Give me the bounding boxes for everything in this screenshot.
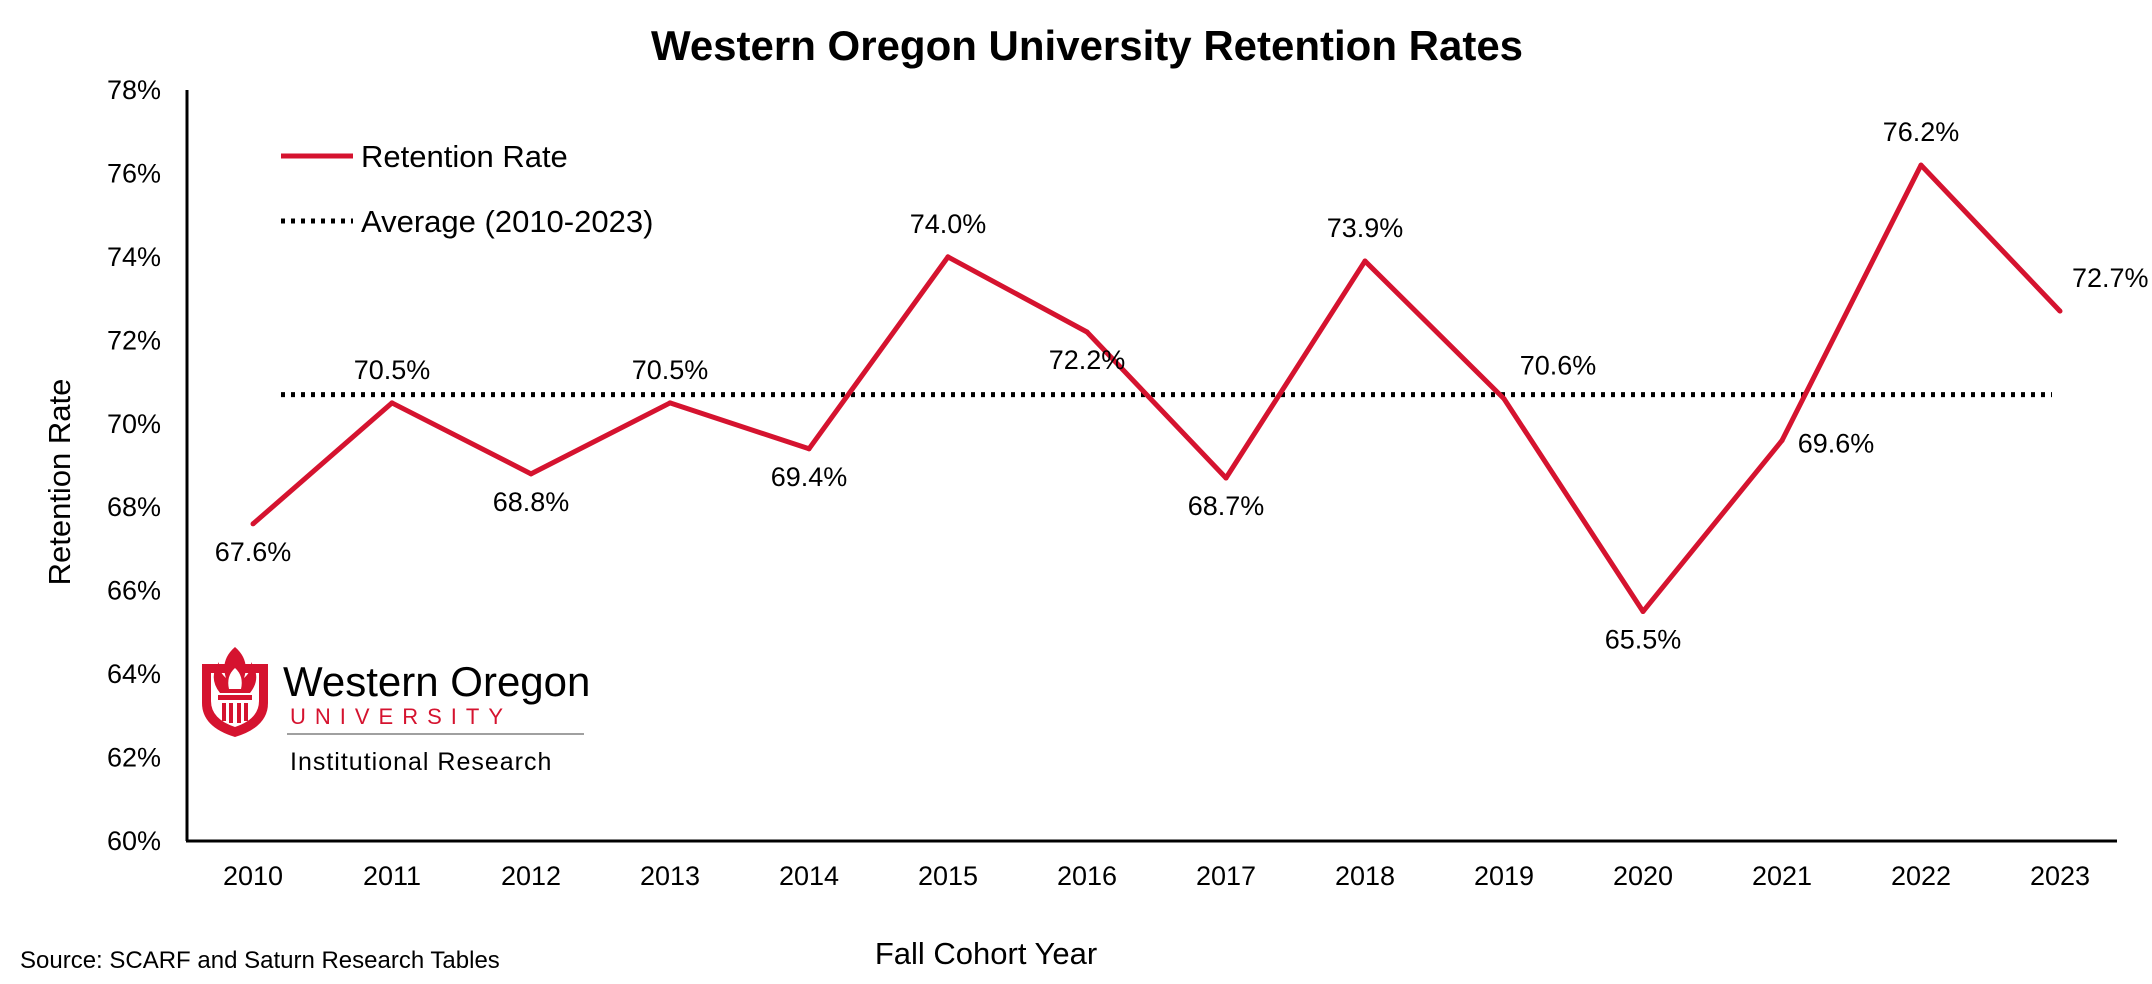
y-tick-label: 78% bbox=[107, 75, 161, 105]
y-tick-label: 62% bbox=[107, 743, 161, 773]
data-label: 74.0% bbox=[910, 209, 987, 239]
x-tick-label: 2017 bbox=[1196, 861, 1256, 891]
x-tick-label: 2022 bbox=[1891, 861, 1951, 891]
torch-shield-icon bbox=[202, 647, 268, 737]
y-tick-label: 72% bbox=[107, 325, 161, 355]
data-labels: 67.6% 70.5% 68.8% 70.5% 69.4% 74.0% 72.2% 68.7%… bbox=[215, 117, 2149, 654]
y-tick-label: 60% bbox=[107, 826, 161, 856]
data-label: 68.8% bbox=[493, 487, 570, 517]
data-label: 73.9% bbox=[1327, 213, 1404, 243]
data-label: 68.7% bbox=[1188, 491, 1265, 521]
x-tick-label: 2021 bbox=[1752, 861, 1812, 891]
x-tick-label: 2023 bbox=[2030, 861, 2090, 891]
retention-rate-point bbox=[1223, 475, 1229, 481]
retention-rate-point bbox=[945, 254, 951, 260]
x-tick-label: 2013 bbox=[640, 861, 700, 891]
y-tick-label: 74% bbox=[107, 242, 161, 272]
data-label: 67.6% bbox=[215, 537, 292, 567]
chart-title: Western Oregon University Retention Rate… bbox=[651, 22, 1523, 69]
data-label: 70.5% bbox=[354, 355, 431, 385]
x-tick-label: 2020 bbox=[1613, 861, 1673, 891]
axes bbox=[185, 90, 2117, 843]
legend-label-retention: Retention Rate bbox=[361, 139, 568, 174]
x-tick-label: 2010 bbox=[223, 861, 283, 891]
data-label: 69.4% bbox=[771, 462, 848, 492]
data-label: 70.5% bbox=[632, 355, 709, 385]
data-label: 76.2% bbox=[1883, 117, 1960, 147]
x-axis-title: Fall Cohort Year bbox=[875, 936, 1097, 971]
x-tick-label: 2018 bbox=[1335, 861, 1395, 891]
data-label: 65.5% bbox=[1605, 625, 1682, 655]
retention-rate-point bbox=[1640, 609, 1646, 615]
data-label: 70.6% bbox=[1520, 351, 1597, 381]
x-tick-label: 2011 bbox=[363, 861, 421, 891]
y-axis-title: Retention Rate bbox=[42, 379, 77, 586]
y-tick-label: 64% bbox=[107, 659, 161, 689]
retention-rate-point bbox=[806, 446, 812, 452]
x-tick-label: 2016 bbox=[1057, 861, 1117, 891]
data-label: 72.2% bbox=[1049, 345, 1126, 375]
data-label: 72.7% bbox=[2072, 263, 2149, 293]
source-note: Source: SCARF and Saturn Research Tables bbox=[20, 947, 500, 974]
legend: Retention Rate Average (2010-2023) bbox=[281, 139, 653, 239]
retention-rate-point bbox=[528, 471, 534, 477]
x-tick-label: 2015 bbox=[918, 861, 978, 891]
retention-rate-point bbox=[667, 400, 673, 406]
y-tick-label: 68% bbox=[107, 492, 161, 522]
y-tick-label: 76% bbox=[107, 158, 161, 188]
university-logo: Western Oregon UNIVERSITY Institutional … bbox=[202, 647, 590, 776]
y-tick-label: 70% bbox=[107, 409, 161, 439]
retention-rate-line bbox=[251, 162, 2062, 615]
y-axis-ticks: 60% 62% 64% 66% 68% 70% 72% 74% 76% 78% bbox=[107, 75, 161, 856]
retention-rate-point bbox=[2057, 308, 2063, 314]
retention-series bbox=[250, 162, 2063, 615]
retention-rate-point bbox=[1084, 329, 1090, 335]
x-tick-label: 2014 bbox=[779, 861, 839, 891]
x-tick-label: 2012 bbox=[501, 861, 561, 891]
retention-rate-point bbox=[1779, 437, 1785, 443]
y-tick-label: 66% bbox=[107, 576, 161, 606]
retention-rate-point bbox=[1362, 258, 1368, 264]
logo-wordmark: Western Oregon bbox=[283, 658, 590, 705]
retention-rate-point bbox=[1501, 396, 1507, 402]
x-axis-ticks: 2010 2011 2012 2013 2014 2015 2016 2017 2018 2019… bbox=[223, 861, 2090, 891]
x-tick-label: 2019 bbox=[1474, 861, 1534, 891]
data-label: 69.6% bbox=[1798, 428, 1875, 458]
retention-rate-point bbox=[250, 521, 256, 527]
logo-department: Institutional Research bbox=[290, 748, 552, 776]
legend-label-average: Average (2010-2023) bbox=[361, 204, 653, 239]
logo-subwordmark: UNIVERSITY bbox=[290, 704, 512, 729]
retention-rate-point bbox=[389, 400, 395, 406]
retention-rate-point bbox=[1918, 162, 1924, 168]
